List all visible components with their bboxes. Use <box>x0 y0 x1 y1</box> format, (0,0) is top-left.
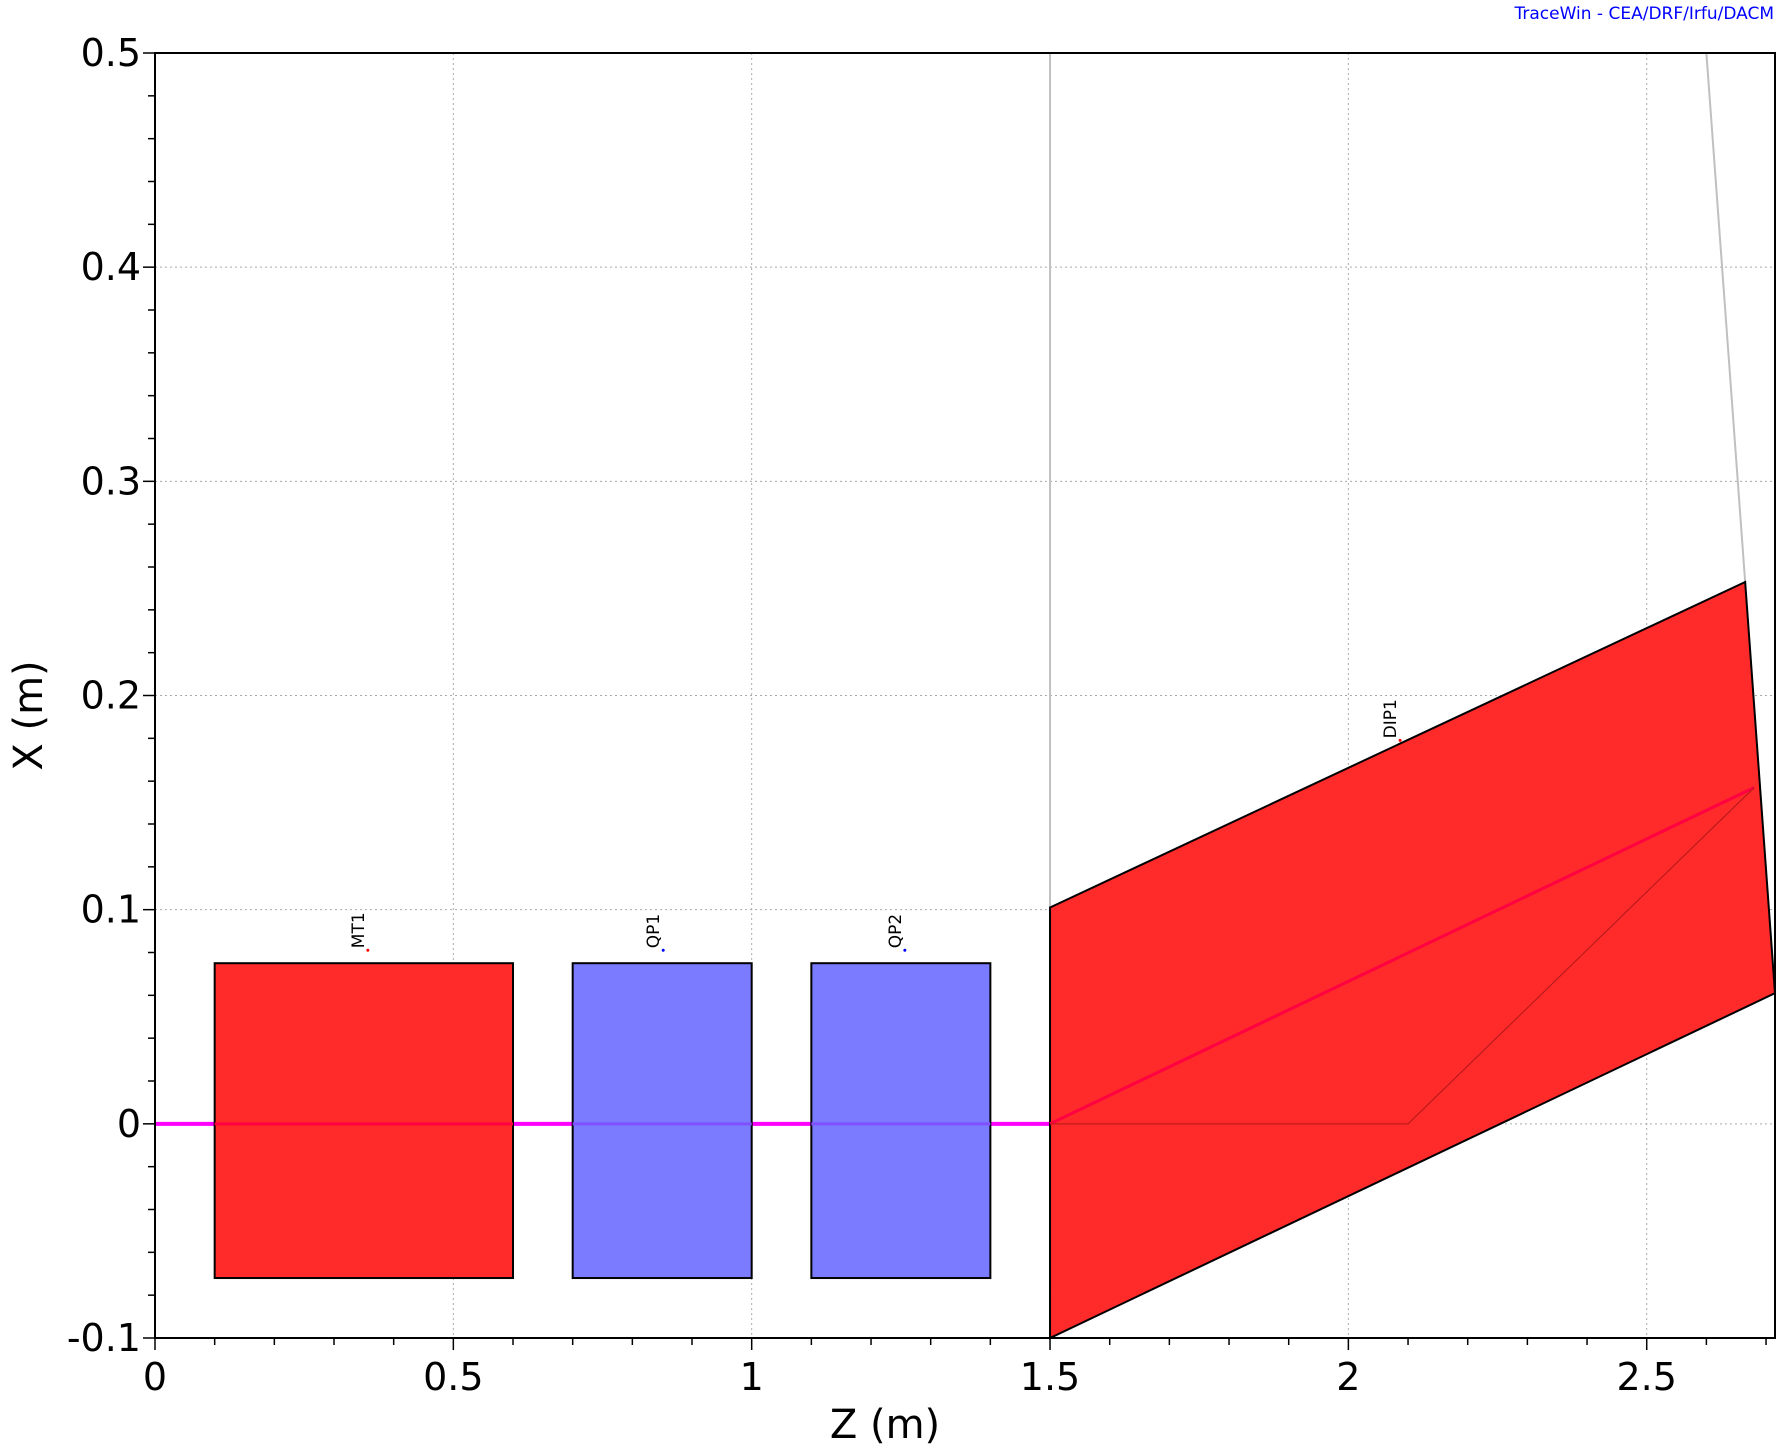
x-tick-label: 1 <box>740 1355 764 1399</box>
x-tick-label: 2.5 <box>1616 1355 1676 1399</box>
y-tick-label: 0.1 <box>81 888 141 932</box>
y-tick-label: 0.3 <box>81 459 141 503</box>
y-tick-label: -0.1 <box>67 1316 141 1360</box>
y-tick-label: 0 <box>117 1102 141 1146</box>
x-tick-label: 0.5 <box>423 1355 483 1399</box>
dipole-inner-line <box>1407 787 1755 1125</box>
dipole-beam-axis <box>1049 786 1755 1126</box>
x-tick-label: 1.5 <box>1020 1355 1080 1399</box>
element-mt1 <box>213 962 515 1280</box>
label-anchor-dot <box>366 948 370 952</box>
x-axis-title: Z (m) <box>830 1402 940 1448</box>
y-tick-label: 0.4 <box>81 245 141 289</box>
element-label: QP1 <box>644 914 664 948</box>
element-dip1 <box>1049 580 1777 1340</box>
label-anchor-dot <box>1398 738 1402 742</box>
element-qp2 <box>810 962 992 1280</box>
element-qp1 <box>571 962 753 1280</box>
x-tick-label: 0 <box>143 1355 167 1399</box>
tracewin-credit: TraceWin - CEA/DRF/Irfu/DACM <box>1514 4 1775 24</box>
axis-ticks: 0 0.5 1 1.5 2 2.5-0.100.10.20.30.40.5 <box>67 31 1767 1399</box>
y-tick-label: 0.5 <box>81 31 141 75</box>
element-label: MT1 <box>349 912 369 948</box>
label-anchor-dot <box>903 948 907 952</box>
y-tick-label: 0.2 <box>81 674 141 718</box>
element-label: DIP1 <box>1381 699 1401 738</box>
beamline-elements: MT1 QP1 QP2 DIP1 <box>213 580 1777 1340</box>
x-tick-label: 2 <box>1336 1355 1360 1399</box>
bend-guide-line <box>1705 52 1747 583</box>
element-label: QP2 <box>886 914 906 948</box>
y-axis-title: X (m) <box>6 660 52 770</box>
label-anchor-dot <box>661 948 665 952</box>
